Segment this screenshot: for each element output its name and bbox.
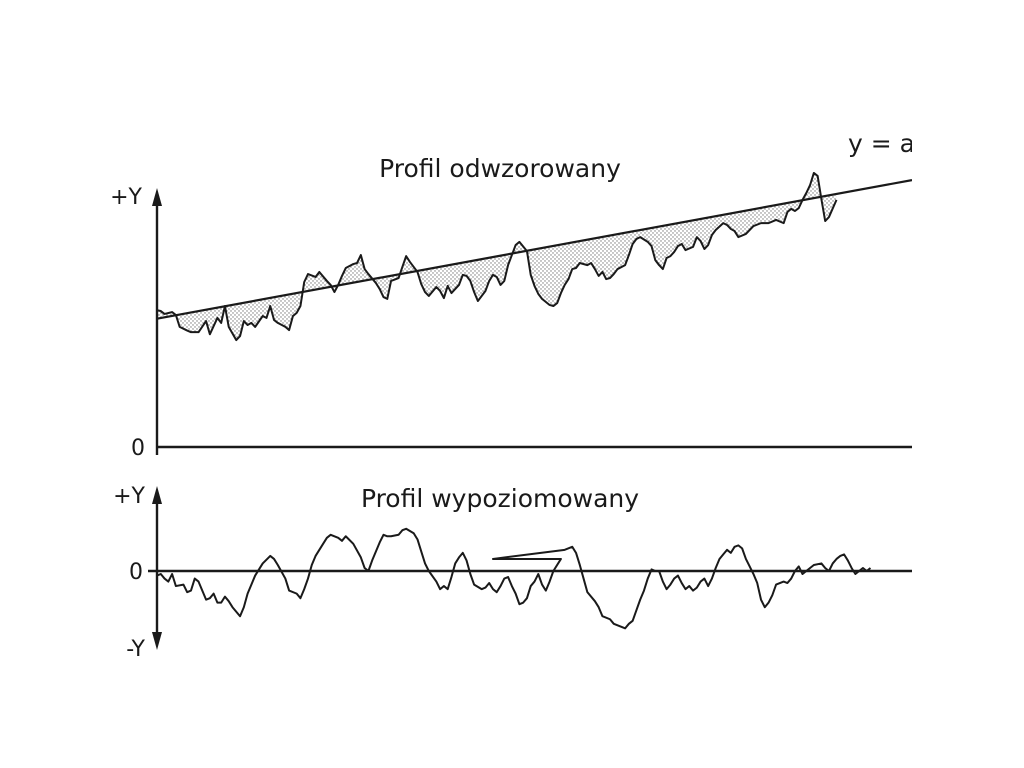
upper-y-origin-label: 0 [131, 436, 145, 461]
trend-line [156, 179, 912, 320]
measured-profile-line [156, 171, 838, 342]
lower-y-origin-label: 0 [129, 560, 143, 585]
lower-y-axis-bottom-arrow-icon [152, 632, 162, 650]
trend-line-label: y = ax [848, 129, 930, 158]
lower-y-axis-top-label: +Y [113, 484, 145, 509]
upper-y-axis-arrow-icon [152, 188, 162, 206]
upper-y-axis-top-label: +Y [110, 185, 142, 210]
lower-panel: Profil wypoziomowany +Y 0 -Y [113, 484, 912, 662]
lower-panel-title: Profil wypoziomowany [361, 484, 639, 513]
upper-panel-title: Profil odwzorowany [379, 154, 621, 183]
leveled-profile-line [156, 527, 872, 630]
lower-series-layer [156, 527, 872, 630]
upper-series-layer [156, 171, 912, 342]
lower-y-axis-bottom-label: -Y [126, 637, 145, 662]
lower-y-axis-top-arrow-icon [152, 486, 162, 504]
upper-panel: Profil odwzorowany y = ax +Y 0 [110, 129, 930, 461]
